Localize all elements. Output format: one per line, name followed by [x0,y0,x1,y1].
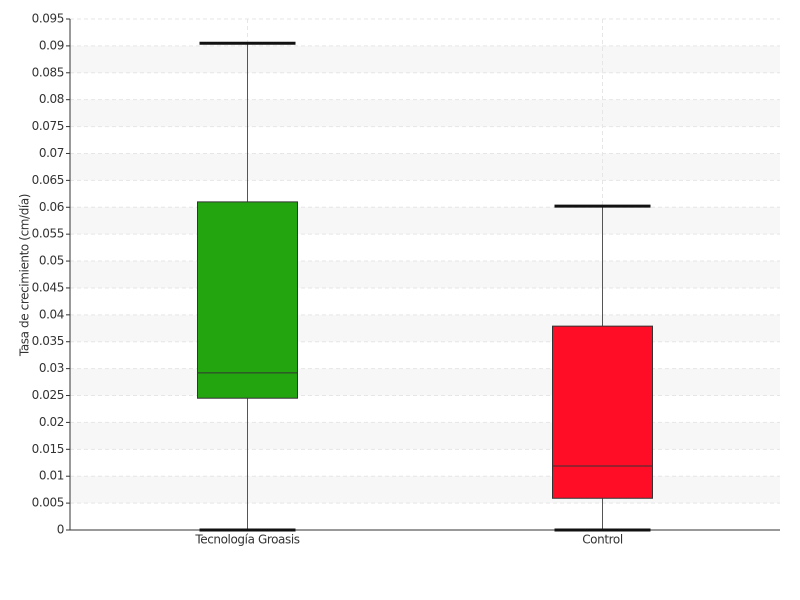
grid-band [70,422,780,450]
y-tick-label: 0.015 [32,442,64,456]
y-tick-label: 0.06 [39,200,64,214]
plot-background [70,18,780,531]
y-axis-label: Tasa de crecimiento (cm/día) [18,194,32,357]
y-tick-label: 0.08 [39,92,64,106]
y-tick-label: 0 [57,523,64,537]
y-tick-label: 0.055 [32,227,64,241]
grid-band [70,45,780,73]
grid-band [70,99,780,127]
x-tick-label: Control [582,533,623,547]
y-tick-label: 0.04 [39,307,64,321]
grid-band [70,368,780,396]
x-tick-label: Tecnología Groasis [194,533,299,547]
y-tick-label: 0.085 [32,65,64,79]
grid-band [70,261,780,288]
y-tick-label: 0.09 [39,38,64,52]
y-tick-label: 0.045 [32,280,64,294]
y-tick-label: 0.035 [32,334,64,348]
grid-band [70,153,780,181]
y-tick-label: 0.03 [39,361,64,375]
box [552,325,653,499]
grid-band [70,207,780,235]
grid-band [70,314,780,342]
y-tick-label: 0.025 [32,388,64,402]
y-tick-label: 0.075 [32,119,64,133]
box [197,201,298,399]
y-tick-label: 0.02 [39,415,64,429]
y-tick-label: 0.095 [32,12,64,26]
y-tick-label: 0.01 [39,469,64,483]
y-tick-label: 0.07 [39,146,64,160]
grid-band [70,476,780,504]
y-tick-label: 0.005 [32,496,64,510]
y-tick-label: 0.05 [39,254,64,268]
y-tick-label: 0.065 [32,173,64,187]
